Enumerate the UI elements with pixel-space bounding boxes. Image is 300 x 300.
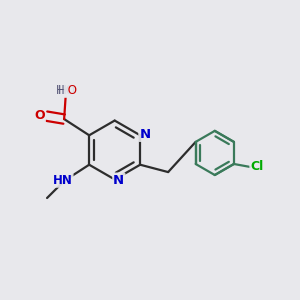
Text: HO: HO (58, 84, 76, 97)
Text: O: O (35, 109, 45, 122)
Text: O: O (64, 84, 77, 97)
Text: Cl: Cl (250, 160, 263, 173)
Text: H: H (56, 84, 64, 97)
Text: HN: HN (53, 174, 73, 187)
Text: N: N (113, 173, 124, 187)
Text: N: N (139, 128, 150, 141)
